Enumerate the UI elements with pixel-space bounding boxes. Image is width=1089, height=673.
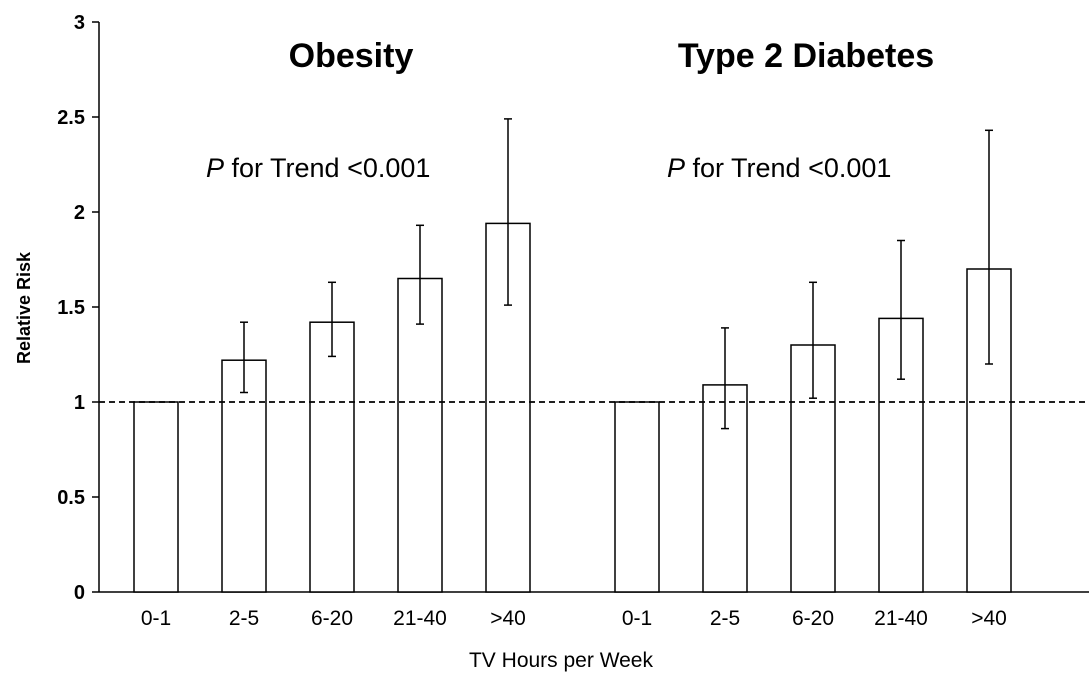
y-tick-label: 0.5 bbox=[57, 487, 85, 509]
y-tick-label: 0 bbox=[74, 582, 85, 604]
trend-annotation: P for Trend <0.001 bbox=[667, 153, 891, 183]
y-axis: 0 0.5 1 1.5 2 2.5 3 bbox=[57, 12, 99, 604]
x-tick-label: >40 bbox=[490, 607, 526, 630]
bar bbox=[615, 402, 659, 592]
y-tick-label: 1.5 bbox=[57, 297, 85, 319]
bar bbox=[310, 322, 354, 592]
x-tick-label: 2-5 bbox=[229, 607, 259, 630]
bar bbox=[222, 360, 266, 592]
trend-annotation: P for Trend <0.001 bbox=[206, 153, 430, 183]
x-tick-label: >40 bbox=[971, 607, 1007, 630]
x-tick-label: 21-40 bbox=[874, 607, 928, 630]
x-tick-label: 0-1 bbox=[622, 607, 652, 630]
y-tick-label: 2.5 bbox=[57, 107, 85, 129]
y-tick-label: 3 bbox=[74, 12, 85, 34]
trend-text: for Trend <0.001 bbox=[224, 153, 430, 183]
y-tick-label: 2 bbox=[74, 202, 85, 224]
bar bbox=[398, 279, 442, 593]
x-axis-title: TV Hours per Week bbox=[469, 649, 654, 672]
bar bbox=[134, 402, 178, 592]
bars bbox=[134, 223, 1011, 592]
x-tick-label: 6-20 bbox=[311, 607, 353, 630]
panel-title: Type 2 Diabetes bbox=[678, 37, 934, 75]
p-symbol: P bbox=[667, 153, 685, 183]
x-tick-label: 2-5 bbox=[710, 607, 740, 630]
p-symbol: P bbox=[206, 153, 224, 183]
y-tick-label: 1 bbox=[74, 392, 85, 414]
trend-text: for Trend <0.001 bbox=[685, 153, 891, 183]
labels: 0-1 2-5 6-20 21-40 >40 Obesity P for Trend <0.… bbox=[141, 37, 1007, 630]
panel-title: Obesity bbox=[289, 37, 414, 75]
x-tick-label: 21-40 bbox=[393, 607, 447, 630]
x-tick-label: 6-20 bbox=[792, 607, 834, 630]
x-tick-label: 0-1 bbox=[141, 607, 171, 630]
y-axis-title: Relative Risk bbox=[14, 251, 34, 364]
